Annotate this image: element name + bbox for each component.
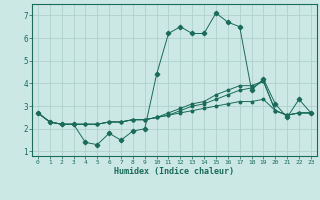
X-axis label: Humidex (Indice chaleur): Humidex (Indice chaleur) — [115, 167, 234, 176]
